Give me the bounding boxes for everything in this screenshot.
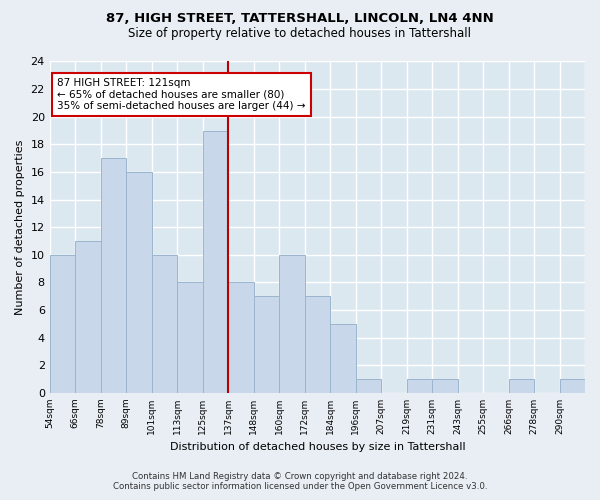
Bar [254,296,279,393]
Bar [330,324,356,393]
Y-axis label: Number of detached properties: Number of detached properties [15,140,25,315]
Bar [203,130,228,393]
Bar [407,379,432,393]
Bar [560,379,585,393]
Bar [50,255,75,393]
Bar [126,172,152,393]
Text: Contains HM Land Registry data © Crown copyright and database right 2024.
Contai: Contains HM Land Registry data © Crown c… [113,472,487,491]
Bar [228,282,254,393]
X-axis label: Distribution of detached houses by size in Tattershall: Distribution of detached houses by size … [170,442,465,452]
Bar [432,379,458,393]
Bar [101,158,126,393]
Bar [305,296,330,393]
Text: 87 HIGH STREET: 121sqm
← 65% of detached houses are smaller (80)
35% of semi-det: 87 HIGH STREET: 121sqm ← 65% of detached… [58,78,306,112]
Bar [177,282,203,393]
Text: 87, HIGH STREET, TATTERSHALL, LINCOLN, LN4 4NN: 87, HIGH STREET, TATTERSHALL, LINCOLN, L… [106,12,494,26]
Bar [509,379,534,393]
Bar [75,241,101,393]
Bar [356,379,381,393]
Bar [279,255,305,393]
Bar [152,255,177,393]
Text: Size of property relative to detached houses in Tattershall: Size of property relative to detached ho… [128,28,472,40]
